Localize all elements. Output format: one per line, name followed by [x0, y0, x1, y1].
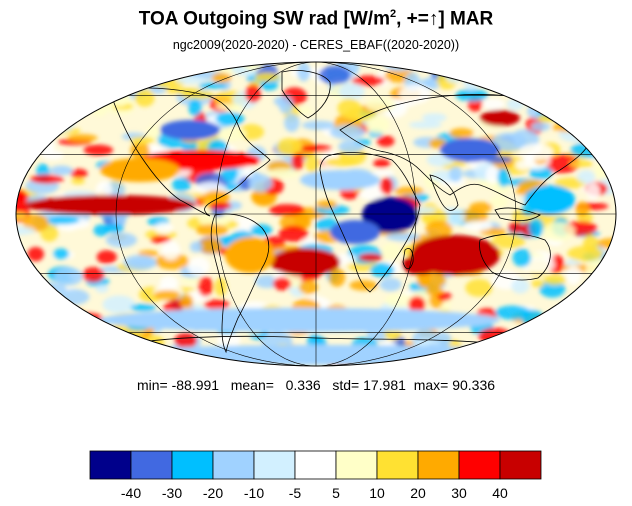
statistics-line: min= -88.991 mean= 0.336 std= 17.981 max…	[0, 377, 632, 393]
greenland-coast	[281, 70, 331, 119]
std-value: 17.981	[363, 377, 406, 393]
colorbar-tick-label: 10	[369, 485, 385, 501]
mean-label: mean=	[230, 377, 274, 393]
colorbar-swatch	[212, 450, 255, 480]
south-america-coast	[210, 213, 270, 354]
colorbar-tick-label: 5	[332, 485, 340, 501]
colorbar-tick-label: -30	[162, 485, 182, 501]
max-value: 90.336	[452, 377, 496, 393]
colorbar-tick-label: -40	[121, 485, 141, 501]
map-title: TOA Outgoing SW rad [W/m2, +=↑] MAR	[138, 8, 494, 30]
colorbar-swatch	[130, 450, 173, 480]
colorbar-swatch	[294, 450, 337, 480]
max-label: max=	[413, 377, 449, 393]
australia-coast	[479, 233, 551, 281]
colorbar-tick-label: 40	[492, 485, 508, 501]
colorbar-swatch	[171, 450, 214, 480]
indonesia-coast	[494, 207, 541, 222]
graticule	[16, 62, 616, 366]
india-coast	[429, 174, 459, 211]
min-label: min=	[136, 377, 168, 393]
map-border	[15, 61, 617, 367]
std-label: std=	[332, 377, 360, 393]
colorbar-swatch	[499, 450, 542, 480]
colorbar-tick-label: 20	[410, 485, 426, 501]
colorbar-swatch	[458, 450, 501, 480]
mean-value: 0.336	[285, 377, 321, 393]
colorbar-swatch	[335, 450, 378, 480]
colorbar-tick-label: -5	[289, 485, 302, 501]
min-value: -88.991	[171, 377, 220, 393]
colorbar-tick-label: 30	[451, 485, 467, 501]
north-america-coast	[109, 87, 271, 217]
africa-coast	[319, 152, 421, 293]
colorbar-tick-label: -10	[244, 485, 264, 501]
map-subtitle: ngc2009(2020-2020) - CERES_EBAF((2020-20…	[172, 38, 460, 52]
colorbar-swatch	[89, 450, 132, 480]
colorbar-swatch	[376, 450, 419, 480]
colorbar-tick-label: -20	[203, 485, 223, 501]
colorbar-swatch	[253, 450, 296, 480]
colorbar-swatch	[417, 450, 460, 480]
madagascar-coast	[402, 247, 414, 270]
